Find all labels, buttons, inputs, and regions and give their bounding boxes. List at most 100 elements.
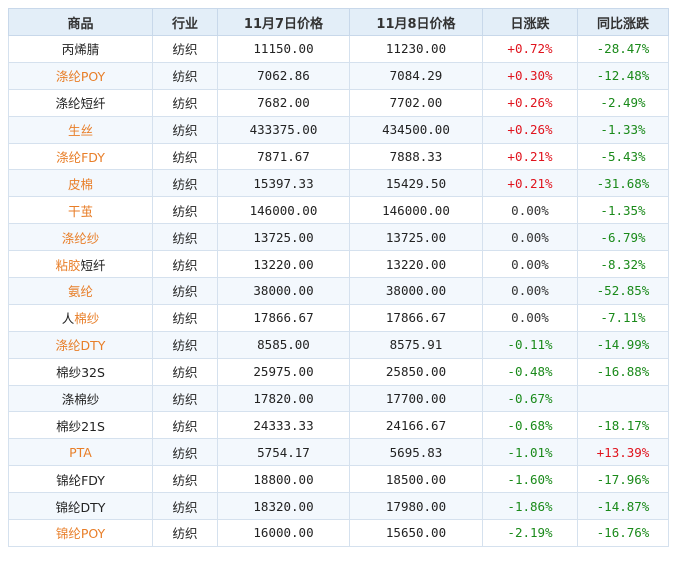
price-nov8-cell: 7702.00 [349, 88, 483, 117]
yoy-change-cell: -5.43% [577, 142, 669, 171]
price-nov8-cell: 25850.00 [349, 357, 483, 386]
commodity-name-part: 锦纶POY [55, 526, 106, 542]
commodity-name-part: 涤纶DTY [55, 338, 106, 354]
table-row: 皮棉 纺织 15397.33 15429.50 +0.21% -31.68% [8, 169, 669, 198]
yoy-change-cell: -16.88% [577, 357, 669, 386]
table-row: 涤纶短纤 纺织 7682.00 7702.00 +0.26% -2.49% [8, 88, 669, 117]
yoy-change-cell: -7.11% [577, 303, 669, 332]
table-row: 生丝 纺织 433375.00 434500.00 +0.26% -1.33% [8, 115, 669, 144]
daily-change-cell: 0.00% [482, 303, 578, 332]
price-nov7-cell: 17820.00 [217, 384, 350, 413]
daily-change-cell: +0.21% [482, 142, 578, 171]
industry-cell: 纺织 [152, 330, 218, 359]
commodity-name-part: PTA [69, 444, 92, 460]
price-nov7-cell: 8585.00 [217, 330, 350, 359]
price-table: 商品 行业 11月7日价格 11月8日价格 日涨跌 同比涨跌 丙烯腈 纺织 1115… [8, 8, 669, 547]
daily-change-cell: -0.68% [482, 411, 578, 440]
price-nov8-cell: 5695.83 [349, 438, 483, 467]
header-yoy-change: 同比涨跌 [577, 8, 669, 36]
price-nov7-cell: 25975.00 [217, 357, 350, 386]
daily-change-cell: +0.26% [482, 88, 578, 117]
yoy-change-cell: -1.35% [577, 196, 669, 225]
table-row: 涤纶FDY 纺织 7871.67 7888.33 +0.21% -5.43% [8, 142, 669, 171]
price-nov8-cell: 11230.00 [349, 35, 483, 63]
industry-cell: 纺织 [152, 465, 218, 494]
yoy-change-cell: -1.33% [577, 115, 669, 144]
table-row: 棉纱21S 纺织 24333.33 24166.67 -0.68% -18.17% [8, 411, 669, 440]
yoy-change-cell: -14.87% [577, 492, 669, 521]
yoy-change-cell: -6.79% [577, 223, 669, 252]
yoy-change-cell: -8.32% [577, 250, 669, 279]
commodity-name-cell: 棉纱32S [8, 357, 153, 386]
daily-change-cell: +0.72% [482, 35, 578, 63]
price-nov7-cell: 38000.00 [217, 277, 350, 305]
industry-cell: 纺织 [152, 223, 218, 252]
yoy-change-cell: -31.68% [577, 169, 669, 198]
daily-change-cell: -1.86% [482, 492, 578, 521]
price-nov7-cell: 146000.00 [217, 196, 350, 225]
yoy-change-cell: -18.17% [577, 411, 669, 440]
daily-change-cell: -1.01% [482, 438, 578, 467]
commodity-name-cell: PTA [8, 438, 153, 467]
table-row: 涤纶POY 纺织 7062.86 7084.29 +0.30% -12.48% [8, 61, 669, 90]
table-row: 人棉纱 纺织 17866.67 17866.67 0.00% -7.11% [8, 303, 669, 332]
price-nov7-cell: 7062.86 [217, 61, 350, 90]
industry-cell: 纺织 [152, 142, 218, 171]
commodity-name-part: 生丝 [67, 123, 93, 139]
header-row: 商品 行业 11月7日价格 11月8日价格 日涨跌 同比涨跌 [8, 8, 669, 36]
commodity-name-cell: 棉纱21S [8, 411, 153, 440]
commodity-name-part: 棉纱 [74, 311, 100, 327]
header-price-nov7: 11月7日价格 [217, 8, 350, 36]
commodity-name-part: 涤纶短纤 [55, 96, 106, 112]
commodity-name-cell: 锦纶DTY [8, 492, 153, 521]
commodity-name-cell: 涤纶短纤 [8, 88, 153, 117]
yoy-change-cell: -2.49% [577, 88, 669, 117]
price-nov8-cell: 13725.00 [349, 223, 483, 252]
price-nov8-cell: 146000.00 [349, 196, 483, 225]
price-nov8-cell: 7888.33 [349, 142, 483, 171]
commodity-name-cell: 生丝 [8, 115, 153, 144]
price-nov7-cell: 7682.00 [217, 88, 350, 117]
commodity-name-cell: 锦纶POY [8, 519, 153, 547]
commodity-name-cell: 丙烯腈 [8, 35, 153, 63]
table-body: 丙烯腈 纺织 11150.00 11230.00 +0.72% -28.47% 涤纶POY 纺… [8, 35, 669, 547]
table-row: 干茧 纺织 146000.00 146000.00 0.00% -1.35% [8, 196, 669, 225]
commodity-name-part: 棉纱32S [56, 365, 105, 381]
daily-change-cell: +0.26% [482, 115, 578, 144]
yoy-change-cell: -14.99% [577, 330, 669, 359]
daily-change-cell: -0.48% [482, 357, 578, 386]
industry-cell: 纺织 [152, 519, 218, 547]
price-nov7-cell: 15397.33 [217, 169, 350, 198]
daily-change-cell: 0.00% [482, 223, 578, 252]
price-nov8-cell: 13220.00 [349, 250, 483, 279]
commodity-name-cell: 人棉纱 [8, 303, 153, 332]
industry-cell: 纺织 [152, 384, 218, 413]
yoy-change-cell: +13.39% [577, 438, 669, 467]
price-nov8-cell: 15650.00 [349, 519, 483, 547]
price-nov7-cell: 433375.00 [217, 115, 350, 144]
price-nov7-cell: 18320.00 [217, 492, 350, 521]
industry-cell: 纺织 [152, 169, 218, 198]
industry-cell: 纺织 [152, 250, 218, 279]
commodity-name-part: 涤纶纱 [61, 230, 100, 246]
commodity-name-part: 涤纶POY [55, 69, 106, 85]
daily-change-cell: -1.60% [482, 465, 578, 494]
price-nov7-cell: 17866.67 [217, 303, 350, 332]
table-row: PTA 纺织 5754.17 5695.83 -1.01% +13.39% [8, 438, 669, 467]
table-row: 锦纶FDY 纺织 18800.00 18500.00 -1.60% -17.96% [8, 465, 669, 494]
commodity-name-part: 氨纶 [67, 284, 93, 300]
commodity-name-cell: 粘胶短纤 [8, 250, 153, 279]
table-row: 涤棉纱 纺织 17820.00 17700.00 -0.67% [8, 384, 669, 413]
industry-cell: 纺织 [152, 61, 218, 90]
price-nov8-cell: 17980.00 [349, 492, 483, 521]
industry-cell: 纺织 [152, 303, 218, 332]
price-nov7-cell: 13220.00 [217, 250, 350, 279]
price-nov8-cell: 38000.00 [349, 277, 483, 305]
table-row: 棉纱32S 纺织 25975.00 25850.00 -0.48% -16.88% [8, 357, 669, 386]
commodity-name-part: 锦纶FDY [56, 472, 105, 488]
daily-change-cell: -2.19% [482, 519, 578, 547]
industry-cell: 纺织 [152, 357, 218, 386]
header-industry: 行业 [152, 8, 218, 36]
header-price-nov8: 11月8日价格 [349, 8, 483, 36]
table-row: 氨纶 纺织 38000.00 38000.00 0.00% -52.85% [8, 277, 669, 305]
